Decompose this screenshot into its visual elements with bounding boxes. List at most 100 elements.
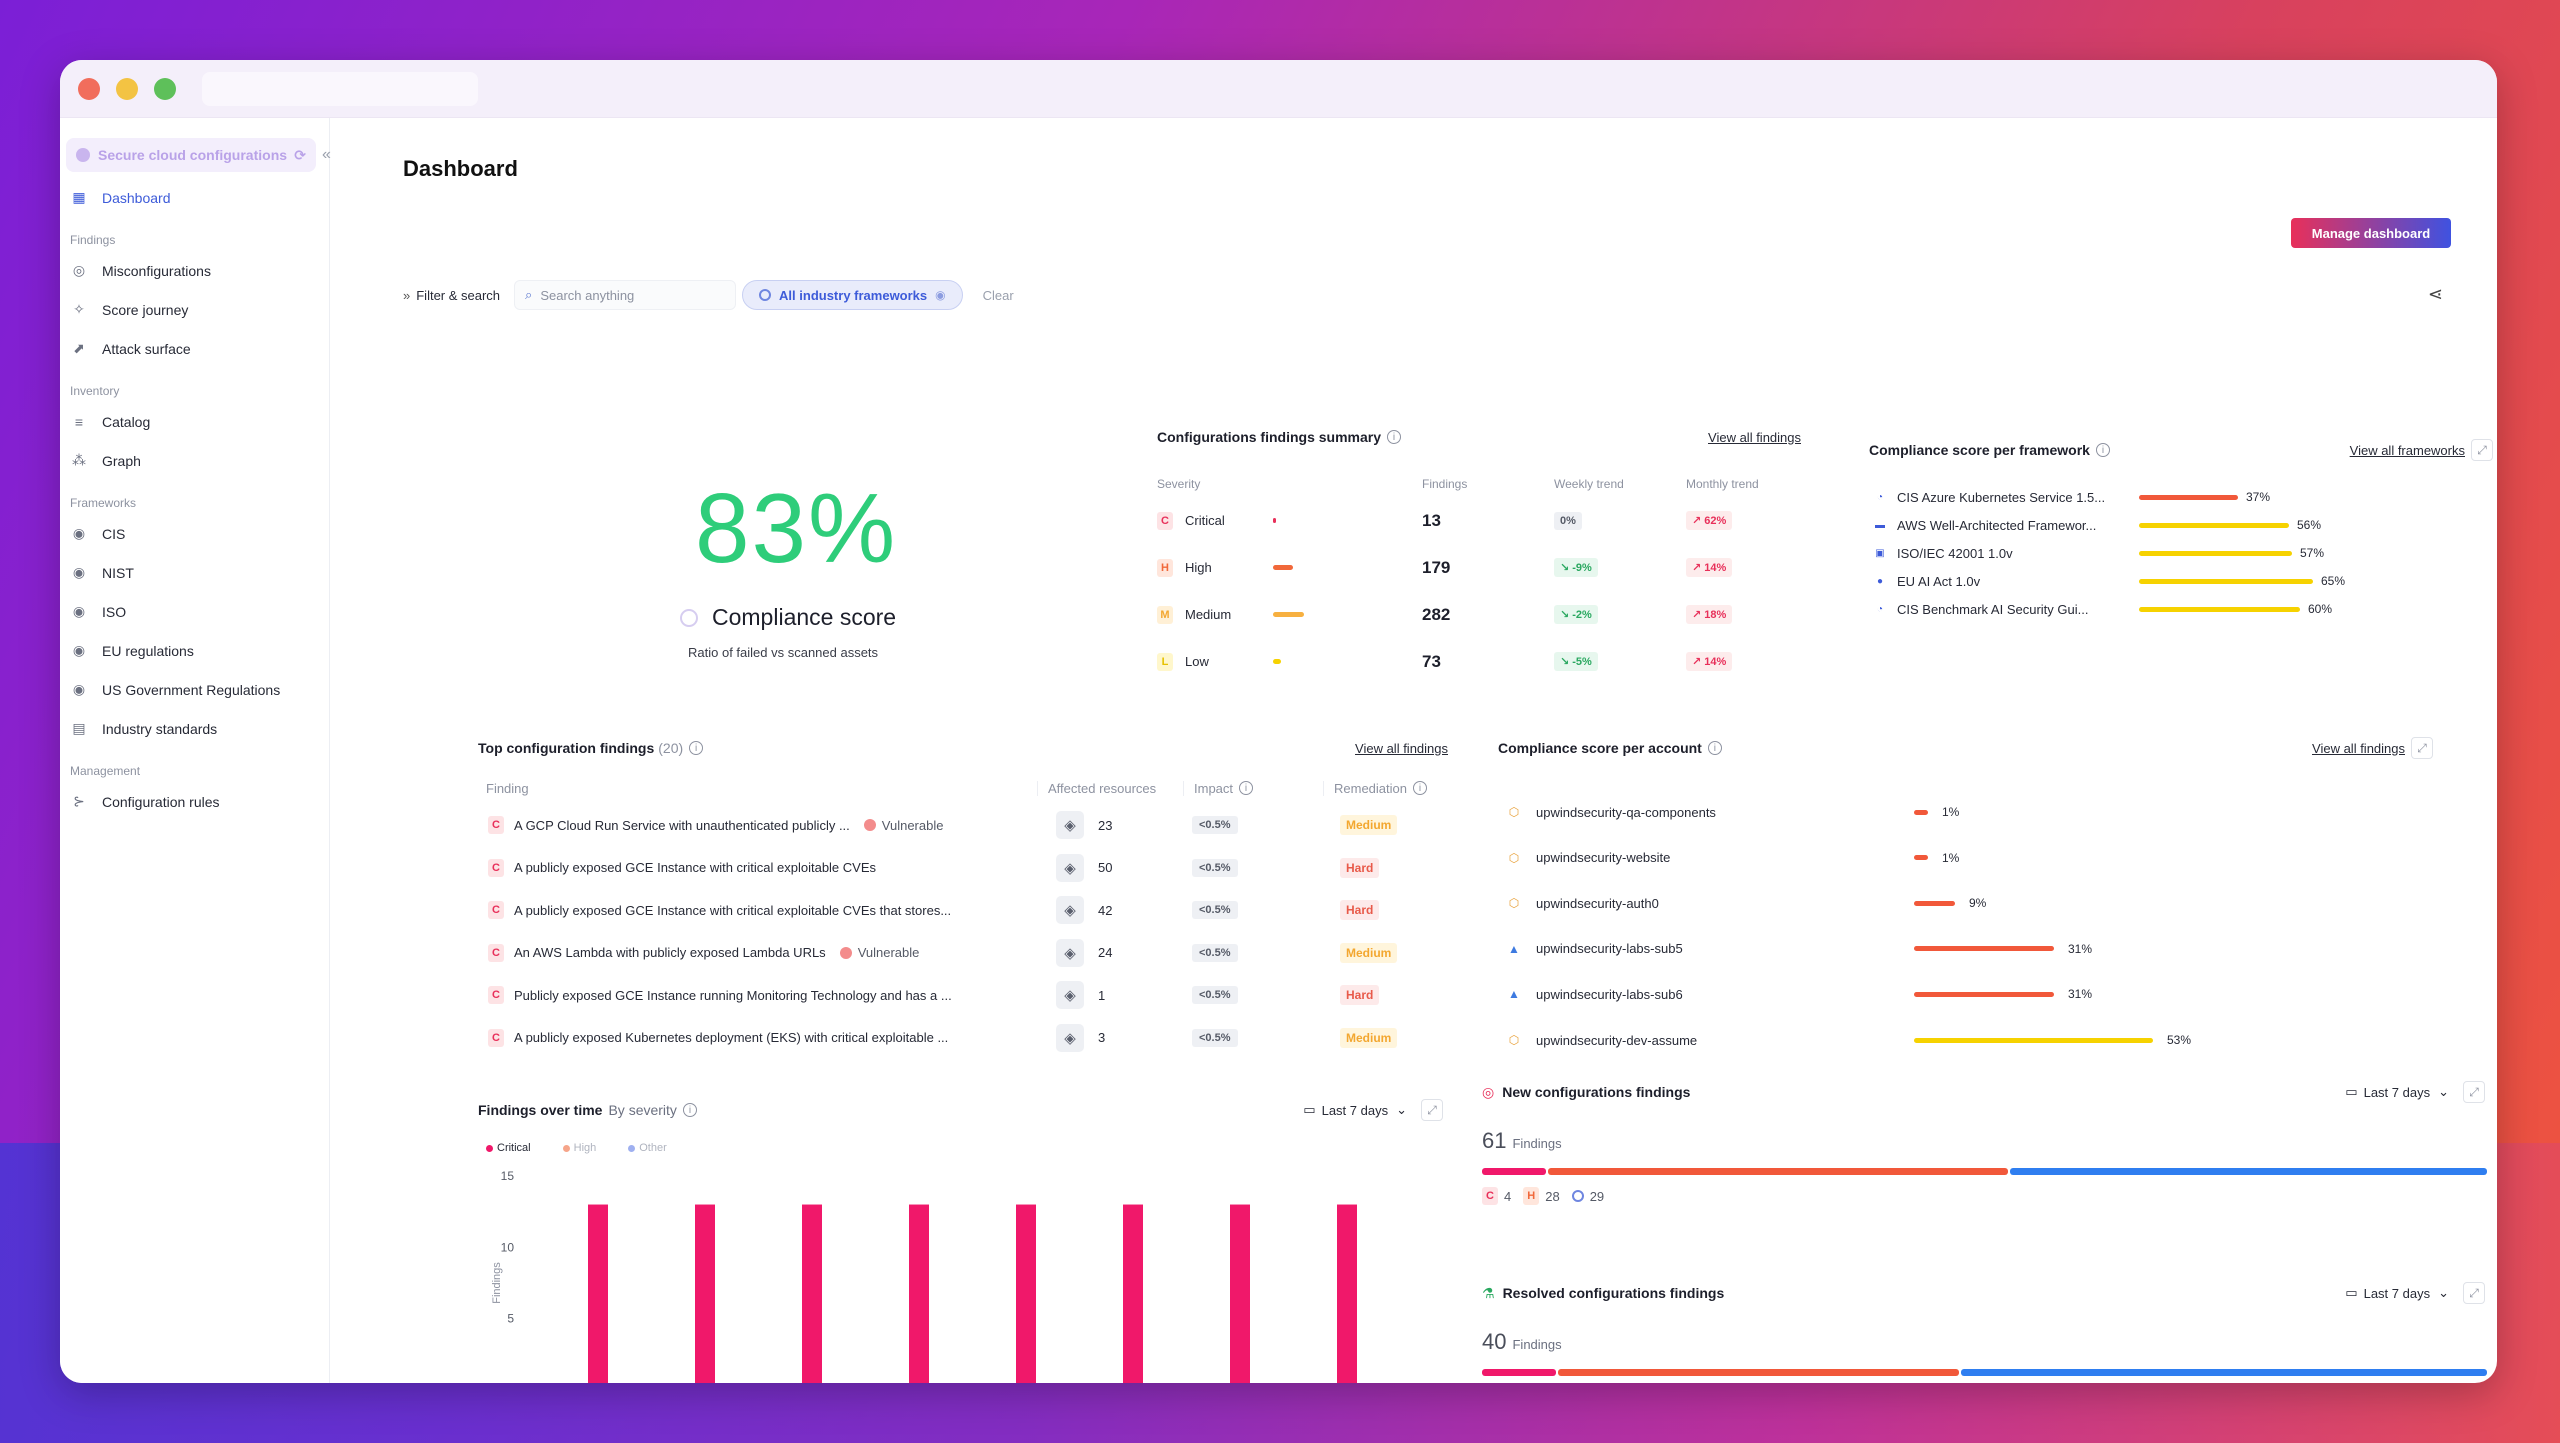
framework-row[interactable]: ▬ AWS Well-Architected Framewor... 56%	[1873, 515, 2497, 535]
sidebar-item-industry-standards[interactable]: ▤ Industry standards	[60, 709, 330, 748]
view-all-findings-link[interactable]: View all findings	[2312, 740, 2405, 756]
table-row[interactable]: C A publicly exposed GCE Instance with cr…	[478, 847, 1448, 890]
org-selector[interactable]: Secure cloud configurations ⟳	[66, 138, 316, 172]
summary-row[interactable]: H High 179 ↘ -9% ↗ 14%	[1157, 544, 1812, 591]
remediation-badge: Hard	[1340, 900, 1380, 921]
share-icon[interactable]: ⋖	[2427, 284, 2443, 304]
sidebar-item-iso[interactable]: ◉ ISO	[60, 592, 330, 631]
sidebar-item-graph[interactable]: ⁂ Graph	[60, 441, 330, 480]
summary-row[interactable]: L Low 73 ↘ -5% ↗ 14%	[1157, 638, 1812, 685]
resources-count: 24	[1098, 945, 1113, 961]
maximize-window-button[interactable]	[154, 78, 176, 100]
framework-filter-pill[interactable]: All industry frameworks ◉	[742, 280, 963, 310]
eye-icon[interactable]: ◉	[935, 288, 946, 302]
sidebar-item-dashboard[interactable]: ▦ Dashboard	[60, 178, 330, 217]
framework-row[interactable]: ▣ ISO/IEC 42001 1.0v 57%	[1873, 543, 2497, 563]
col-monthly-trend: Monthly trend	[1686, 477, 1759, 491]
framework-row[interactable]: ◔ CIS Benchmark AI Security Gui... 60%	[1873, 599, 2497, 619]
bar-sep-08[interactable]	[1123, 1204, 1143, 1383]
framework-row[interactable]: ◔ CIS Azure Kubernetes Service 1.5... 37%	[1873, 487, 2497, 507]
expand-icon[interactable]: ⤢	[2463, 1282, 2485, 1304]
iso-icon: ▣	[1875, 547, 1885, 559]
table-row[interactable]: C A GCP Cloud Run Service with unauthenti…	[478, 804, 1448, 847]
summary-row[interactable]: M Medium 282 ↘ -2% ↗ 18%	[1157, 591, 1812, 638]
info-icon[interactable]: i	[1387, 430, 1402, 444]
bar-sep-07[interactable]	[1016, 1204, 1036, 1383]
new-findings-legend: C 4 H 28 29	[1482, 1187, 2482, 1205]
legend-other[interactable]: Other	[628, 1142, 683, 1154]
close-window-button[interactable]	[78, 78, 100, 100]
account-row[interactable]: ⬡ upwindsecurity-qa-components 1%	[1506, 802, 1960, 822]
info-icon[interactable]: i	[1413, 781, 1427, 795]
new-findings-count-label: Findings	[1512, 1136, 1562, 1151]
manage-dashboard-button[interactable]: Manage dashboard	[2291, 218, 2451, 248]
bar-sep-06[interactable]	[909, 1204, 929, 1383]
sidebar-item-attack-surface[interactable]: ⬈ Attack surface	[60, 329, 330, 368]
expand-icon[interactable]: ⤢	[2463, 1081, 2485, 1103]
date-range-select[interactable]: ▭ Last 7 days ⌄	[2345, 1084, 2449, 1100]
table-row[interactable]: C A publicly exposed Kubernetes deploymen…	[478, 1017, 1448, 1060]
sidebar-item-score-journey[interactable]: ✧ Score journey	[60, 290, 330, 329]
legend-critical[interactable]: Critical	[486, 1142, 547, 1154]
bar-sep-03[interactable]	[588, 1204, 608, 1383]
sidebar-item-configuration-rules[interactable]: ⊱ Configuration rules	[60, 782, 330, 821]
framework-row[interactable]: ● EU AI Act 1.0v 65%	[1873, 571, 2497, 591]
sidebar-item-us-government-regulations[interactable]: ◉ US Government Regulations	[60, 670, 330, 709]
sidebar-item-cis[interactable]: ◉ CIS	[60, 514, 330, 553]
expand-icon[interactable]: ⤢	[1421, 1099, 1443, 1121]
account-row[interactable]: ⬡ upwindsecurity-website 1%	[1506, 848, 1960, 868]
date-range-select[interactable]: ▭ Last 7 days ⌄	[1303, 1102, 1407, 1118]
weekly-trend-cell: ↘ -2%	[1554, 591, 1686, 638]
account-row[interactable]: ▲ upwindsecurity-labs-sub5 31%	[1506, 939, 2092, 959]
date-range-select[interactable]: ▭ Last 7 days ⌄	[2345, 1285, 2449, 1301]
table-row[interactable]: C An AWS Lambda with publicly exposed Lam…	[478, 932, 1448, 975]
date-range-label: Last 7 days	[1321, 1102, 1389, 1118]
view-all-findings-link[interactable]: View all findings	[1355, 740, 1448, 756]
browser-window: Secure cloud configurations ⟳ « ▦ Dashbo…	[60, 60, 2497, 1383]
account-score-title: Compliance score per account i	[1498, 740, 1722, 756]
table-row[interactable]: C Publicly exposed GCE Instance running M…	[478, 974, 1448, 1017]
info-icon[interactable]: i	[2095, 443, 2110, 457]
page-title: Dashboard	[403, 156, 518, 181]
sidebar-item-catalog[interactable]: ≡ Catalog	[60, 402, 330, 441]
info-icon[interactable]: i	[689, 741, 704, 755]
finding-cell: C Publicly exposed GCE Instance running M…	[478, 986, 1038, 1005]
account-score-bar	[1914, 855, 1928, 861]
search-input[interactable]	[540, 287, 711, 303]
sync-icon[interactable]: ⟳	[294, 146, 306, 163]
sidebar-item-misconfigurations[interactable]: ◎ Misconfigurations	[60, 251, 330, 290]
bar-sep-04[interactable]	[695, 1204, 715, 1383]
account-row[interactable]: ⬡ upwindsecurity-dev-assume 53%	[1506, 1030, 2191, 1050]
resources-count: 1	[1098, 987, 1106, 1003]
clear-filters-link[interactable]: Clear	[982, 287, 1014, 303]
sidebar-item-nist[interactable]: ◉ NIST	[60, 553, 330, 592]
info-icon[interactable]: i	[1707, 741, 1722, 755]
bar-sep-09[interactable]	[1230, 1204, 1250, 1383]
azure-icon: ▲	[1508, 941, 1520, 956]
severity-bar	[1273, 612, 1304, 617]
address-bar[interactable]	[202, 72, 478, 106]
filter-search-toggle[interactable]: » Filter & search	[403, 288, 500, 303]
sidebar-item-label: Graph	[102, 452, 141, 469]
legend-high[interactable]: High	[562, 1142, 613, 1154]
collapse-sidebar-icon[interactable]: «	[322, 146, 331, 163]
expand-icon[interactable]: ⤢	[2471, 439, 2493, 461]
account-row[interactable]: ▲ upwindsecurity-labs-sub6 31%	[1506, 984, 2092, 1004]
y-axis-label: Findings	[491, 1262, 503, 1304]
remediation-badge: Medium	[1340, 815, 1398, 836]
table-row[interactable]: C A publicly exposed GCE Instance with cr…	[478, 889, 1448, 932]
view-all-findings-link[interactable]: View all findings	[1708, 429, 1801, 445]
view-all-frameworks-link[interactable]: View all frameworks	[2349, 442, 2465, 458]
minimize-window-button[interactable]	[116, 78, 138, 100]
summary-row[interactable]: C Critical 13 0% ↗ 62%	[1157, 497, 1812, 544]
account-row[interactable]: ⬡ upwindsecurity-auth0 9%	[1506, 893, 1987, 913]
remediation-cell: Medium	[1324, 815, 1448, 836]
stack-segment	[1960, 1369, 2487, 1376]
info-icon[interactable]: i	[1239, 781, 1254, 795]
bar-sep-05[interactable]	[802, 1204, 822, 1383]
sidebar-item-eu-regulations[interactable]: ◉ EU regulations	[60, 631, 330, 670]
expand-icon[interactable]: ⤢	[2411, 737, 2433, 759]
severity-badge: H	[1523, 1187, 1540, 1205]
info-icon[interactable]: i	[682, 1103, 697, 1117]
bar-sep-10[interactable]	[1337, 1204, 1357, 1383]
